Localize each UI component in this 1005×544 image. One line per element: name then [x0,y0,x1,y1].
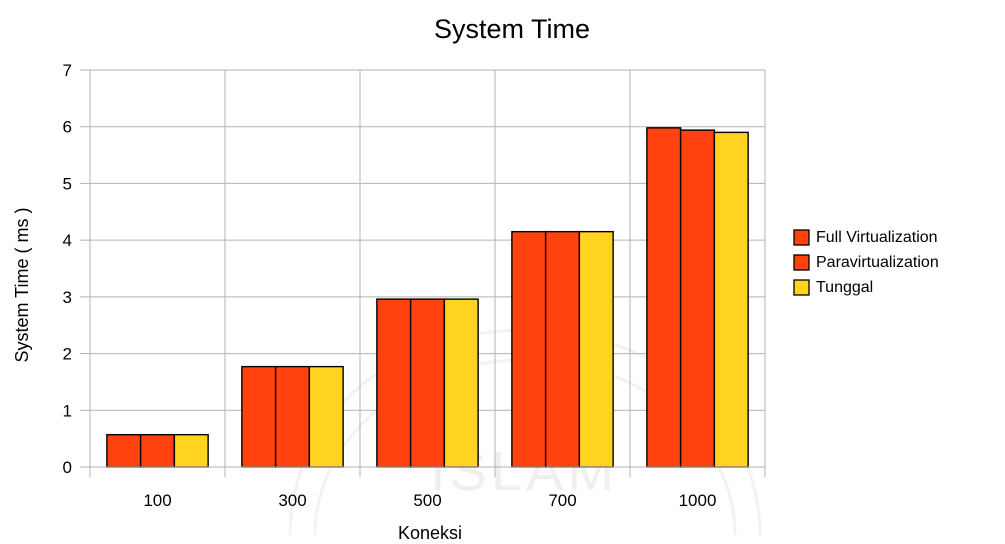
bar-300-0 [241,365,277,468]
chart-bars [106,127,749,468]
bar-700-2 [578,230,614,468]
y-tick-label-4: 4 [63,231,72,250]
bar-100-1 [139,433,176,468]
chart-title: System Time [434,14,590,44]
legend-label-1: Paravirtualization [816,254,939,271]
bar-300-1 [274,365,311,468]
legend-swatch-1 [793,254,810,271]
bar-1000-0 [646,127,682,468]
x-tick-label-500: 500 [413,491,441,510]
y-tick-label-1: 1 [63,401,72,420]
bar-1000-1 [679,129,716,468]
y-tick-label-3: 3 [63,288,72,307]
bar-100-2 [173,433,209,468]
y-tick-label-7: 7 [63,61,72,80]
plot-area-border [89,69,766,468]
y-tick-label-5: 5 [63,174,72,193]
x-axis-label: Koneksi [398,523,462,543]
y-tick-label-0: 0 [63,458,72,477]
x-tick-label-300: 300 [278,491,306,510]
x-tick-label-700: 700 [548,491,576,510]
bar-500-2 [443,298,479,468]
x-tick-label-100: 100 [143,491,171,510]
chart-legend: Full Virtualization Paravirtualization Tun… [793,229,939,296]
bar-700-1 [544,230,581,468]
legend-swatch-2 [793,279,810,296]
legend-label-2: Tunggal [816,279,873,296]
legend-swatch-0 [793,229,810,246]
bar-1000-2 [713,131,749,468]
bar-500-0 [376,298,412,468]
x-tick-label-1000: 1000 [679,491,717,510]
chart-axes: 0 1 2 3 4 5 6 7 100 300 500 700 1000 [63,61,766,510]
legend-label-0: Full Virtualization [816,229,938,246]
bar-100-0 [106,433,142,468]
bar-500-1 [409,298,446,468]
y-axis-label: System Time ( ms ) [12,207,32,362]
bar-700-0 [511,230,547,468]
y-tick-label-6: 6 [63,118,72,137]
bar-300-2 [308,365,344,468]
y-tick-label-2: 2 [63,345,72,364]
